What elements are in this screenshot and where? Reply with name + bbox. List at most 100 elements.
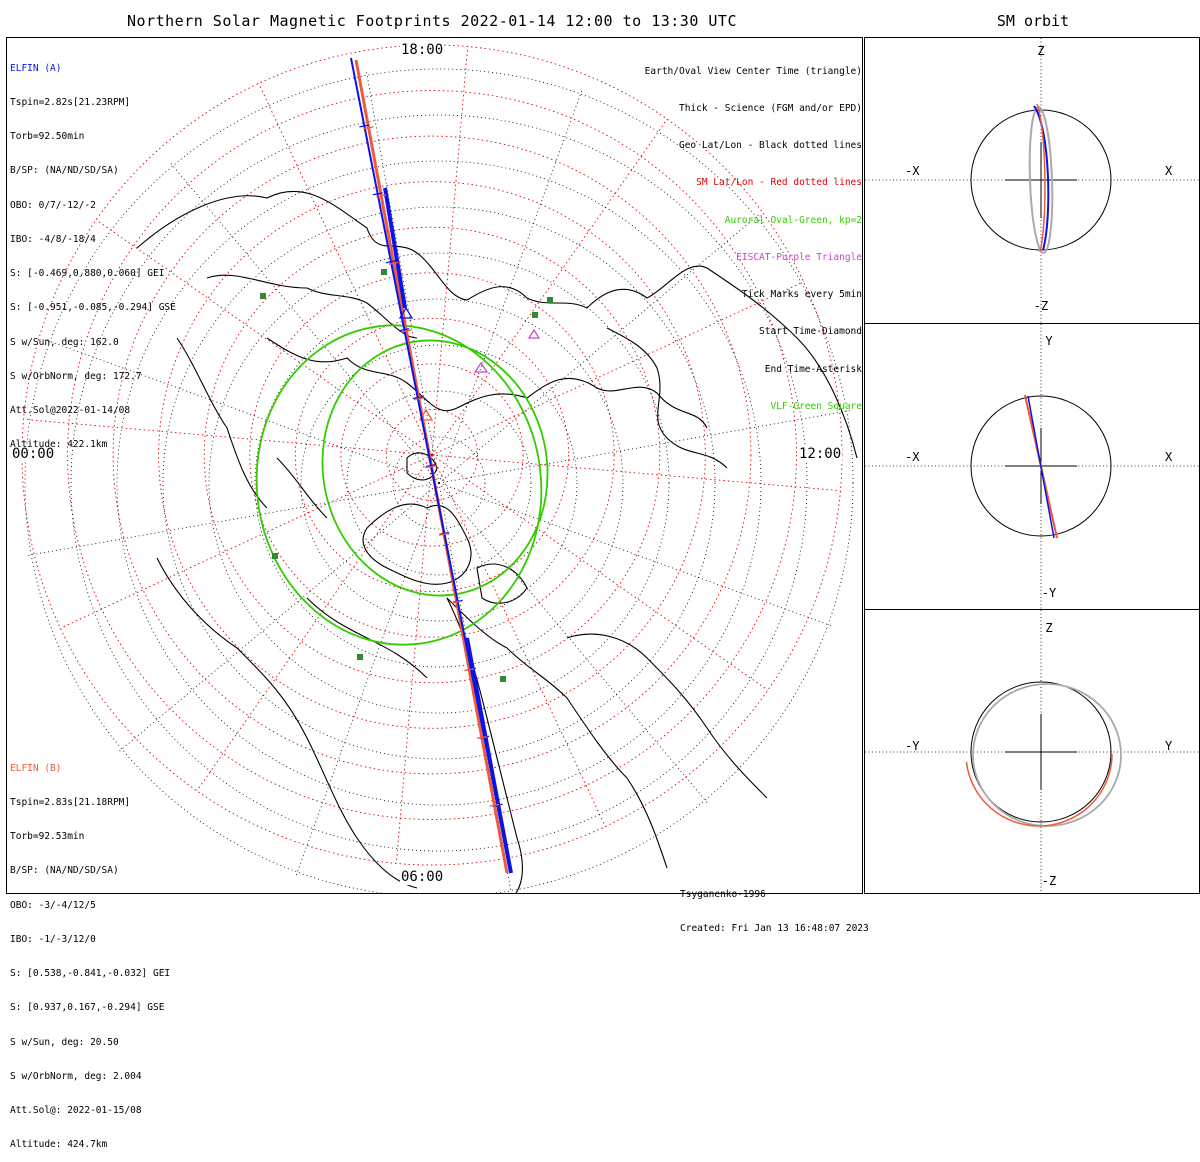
earth-circle — [970, 395, 1112, 537]
sm-longitude-line — [395, 454, 433, 864]
elfin-b-tick — [451, 600, 462, 604]
orbit-elfin-b — [965, 681, 1113, 827]
legend-item: Geo Lat/Lon - Black dotted lines — [678, 140, 862, 152]
geo-latitude-circle — [208, 252, 670, 714]
axis-label-left: -Y — [905, 739, 920, 753]
vlf-square — [260, 293, 266, 299]
sm-longitude-line — [258, 83, 433, 456]
sm-latitude-circle — [340, 363, 524, 547]
sm-longitude-line — [60, 454, 433, 629]
auroral-oval-inner — [321, 339, 549, 597]
sm-orbit-panel-xy: Y -Y -X X — [864, 323, 1200, 610]
elfin-a-tick — [359, 124, 370, 128]
sm-longitude-line — [431, 454, 769, 691]
elfin-a-line: OBO: 0/7/-12/-2 — [10, 199, 96, 211]
elfin-a-name: ELFIN (A) — [10, 62, 62, 74]
geo-longitude-line — [365, 69, 440, 484]
legend-item: Tick Marks every 5min — [741, 289, 862, 301]
elfin-b-line: Att.Sol@: 2022-01-15/08 — [10, 1105, 142, 1116]
legend-item: Earth/Oval View Center Time (triangle) — [644, 65, 862, 77]
legend-item: Start Time-Diamond — [759, 326, 862, 338]
vlf-square — [357, 654, 363, 660]
sm-longitude-line — [431, 454, 606, 827]
axis-label-top: Y — [1045, 334, 1053, 348]
elfin-b-tick — [376, 193, 387, 198]
elfin-a-line: Tspin=2.82s[21.23RPM] — [10, 97, 131, 109]
elfin-b-line: IBO: -1/-3/12/0 — [10, 933, 96, 945]
elfin-a-line: B/SP: (NA/ND/SD/SA) — [10, 165, 119, 177]
geo-latitude-circle — [300, 344, 578, 622]
elfin-b-line: B/SP: (NA/ND/SD/SA) — [10, 865, 119, 877]
auroral-ovals — [255, 324, 549, 646]
elfin-a-tick — [399, 328, 410, 332]
sm-longitude-line — [95, 219, 433, 456]
sm-latitude-circle — [67, 90, 797, 820]
elfin-a-tick — [412, 395, 423, 400]
elfin-b-view-center-triangle — [418, 408, 434, 421]
orbit-elfin-b — [1036, 103, 1046, 253]
elfin-a-tick — [425, 463, 437, 468]
elfin-b-line: S: [0.937,0.167,-0.294] GSE — [10, 1002, 165, 1014]
sm-orbit-yz-svg: Z -Z -Y Y — [865, 610, 1199, 893]
elfin-a-line: Att.Sol@2022-01-14/08 — [10, 405, 131, 416]
sm-longitude-line — [431, 118, 668, 456]
sm-longitude-line — [431, 46, 469, 456]
auroral-oval-outer — [255, 324, 543, 646]
legend-item: VLF-Green Square — [770, 400, 862, 412]
axis-label-bottom: -Y — [1042, 586, 1057, 600]
axis-label-bottom: -Z — [1034, 299, 1048, 313]
footprint-map-svg — [21, 44, 858, 893]
elfin-b-tick — [476, 735, 487, 740]
geo-latitude-circle — [24, 68, 854, 893]
elfin-b-info: ELFIN (B) Tspin=2.83s[21.18RPM] Torb=92.… — [10, 740, 170, 1162]
credit: Tsyganenko-1996 Created: Fri Jan 13 16:4… — [680, 866, 869, 946]
sm-longitude-line — [431, 281, 804, 456]
vlf-square — [381, 269, 387, 275]
sm-longitude-line — [196, 454, 433, 792]
earth-circle — [970, 681, 1112, 823]
sm-orbit-xz-svg: Z -Z -X X — [865, 38, 1199, 323]
eiscat-triangle — [527, 328, 541, 339]
sm-longitude-line — [431, 454, 841, 492]
elfin-b-line: S w/Sun, deg: 20.50 — [10, 1036, 119, 1048]
geo-latitude-circle — [162, 206, 716, 760]
elfin-a-tick — [439, 531, 450, 536]
vlf-square — [547, 297, 553, 303]
mlt-label-left: 00:00 — [11, 446, 56, 462]
elfin-a-info: ELFIN (A) Tspin=2.82s[21.23RPM] Torb=92.… — [10, 40, 176, 462]
elfin-b-name: ELFIN (B) — [10, 762, 62, 774]
elfin-a-science-segment — [465, 637, 513, 874]
geo-latitude-circle — [116, 160, 762, 806]
model-name: Tsyganenko-1996 — [680, 888, 766, 900]
geo-longitude-line — [294, 482, 440, 878]
sm-orbit-xy-svg: Y -Y -X X — [865, 324, 1199, 609]
geo-latitude-circle — [346, 390, 532, 576]
orbit-gray — [972, 683, 1122, 827]
elfin-b-tick — [489, 803, 500, 807]
legend-item: End Time-Asterisk — [764, 363, 862, 375]
sm-latitude-circle — [294, 317, 570, 593]
geo-longitude-line — [168, 161, 440, 484]
elfin-b-line: OBO: -3/-4/12/5 — [10, 899, 96, 911]
created-timestamp: Created: Fri Jan 13 16:48:07 2023 — [680, 923, 869, 935]
elfin-b-line: Altitude: 424.7km — [10, 1139, 108, 1151]
legend: Earth/Oval View Center Time (triangle) T… — [645, 41, 862, 426]
geo-longitude-line — [438, 482, 710, 805]
sm-latitude-circle — [249, 272, 615, 638]
elfin-a-tick — [385, 260, 397, 264]
orbit-elfin-a — [1027, 395, 1055, 539]
elfin-b-tick — [401, 329, 412, 333]
plot-title: Northern Solar Magnetic Footprints 2022-… — [127, 12, 737, 30]
footprint-map: 18:00 06:00 00:00 12:00 — [6, 37, 863, 894]
sm-orbit-panel-yz: Z -Z -Y Y — [864, 609, 1200, 894]
legend-item: Thick - Science (FGM and/or EPD) — [678, 103, 862, 115]
vlf-stations — [260, 269, 553, 682]
eiscat-sites — [473, 328, 541, 373]
geo-latitude-circle — [70, 114, 808, 852]
sm-orbit-panel-xz: Z -Z -X X — [864, 37, 1200, 324]
elfin-b-tick — [439, 532, 450, 536]
coastlines — [136, 190, 858, 893]
sm-latitude-circle — [203, 226, 661, 684]
axis-label-top: Z — [1045, 621, 1052, 635]
sm-latitude-circle — [385, 408, 479, 502]
